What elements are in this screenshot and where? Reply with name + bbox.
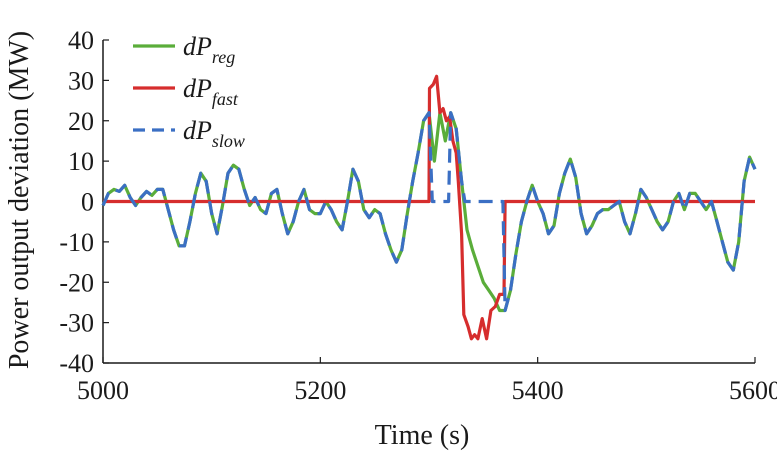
y-tick-label: 30 [68,66,94,95]
x-axis-title: Time (s) [375,420,470,451]
y-axis-title: Power output deviation (MW) [4,31,35,369]
x-tick-label: 5200 [294,376,346,405]
y-tick-label: -10 [59,228,94,257]
legend-label-slow: dPslow [183,116,245,151]
y-tick-label: 20 [68,107,94,136]
x-tick-label: 5000 [77,376,129,405]
plot-area [101,74,757,341]
y-tick-label: -20 [59,268,94,297]
y-tick-label: 0 [81,188,94,217]
y-tick-label: 40 [68,26,94,55]
x-tick-label: 5400 [512,376,564,405]
series-line-dp-fast [103,74,755,341]
y-tick-label: 10 [68,147,94,176]
legend: dPreg dPfast dPslow [133,32,245,151]
legend-label-fast: dPfast [183,74,239,109]
series-line-dp-slow [101,111,757,313]
y-tick-label: -30 [59,309,94,338]
legend-label-reg: dPreg [183,32,235,67]
y-tick-label: -40 [59,349,94,378]
x-tick-label: 5600 [729,376,777,405]
